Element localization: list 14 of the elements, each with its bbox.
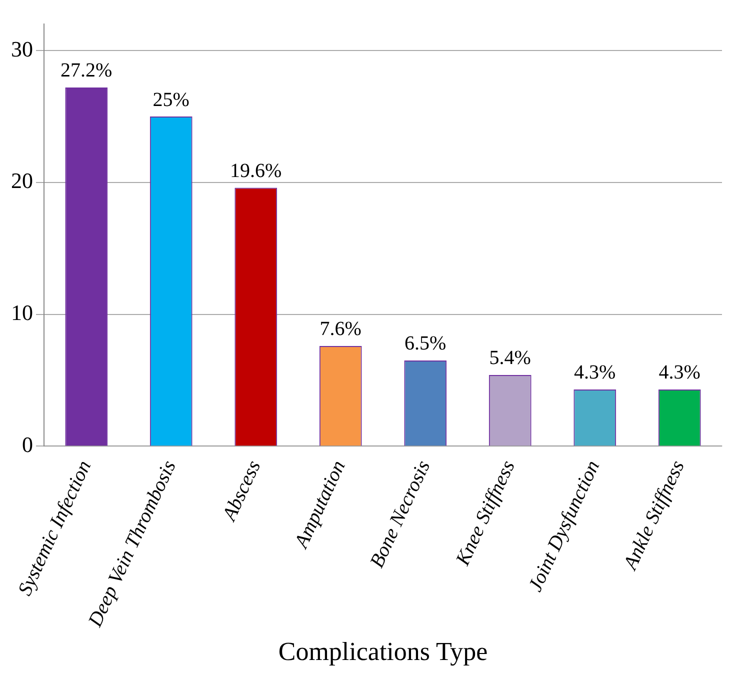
y-tick-label: 0 — [22, 432, 33, 457]
data-label: 5.4% — [489, 347, 531, 370]
bar — [65, 88, 108, 446]
data-label: 4.3% — [574, 362, 616, 384]
data-label: 25% — [152, 88, 190, 111]
data-label: 19.6% — [230, 160, 282, 182]
data-label: 4.3% — [658, 362, 700, 384]
y-tick-label: 30 — [11, 36, 33, 62]
y-tick-label: 20 — [11, 168, 33, 194]
data-label: 6.5% — [404, 332, 446, 355]
data-label: 7.6% — [320, 318, 362, 340]
x-axis-title: Complications Type — [278, 637, 488, 666]
data-label: 27.2% — [60, 60, 112, 82]
y-tick-label: 10 — [11, 300, 33, 326]
